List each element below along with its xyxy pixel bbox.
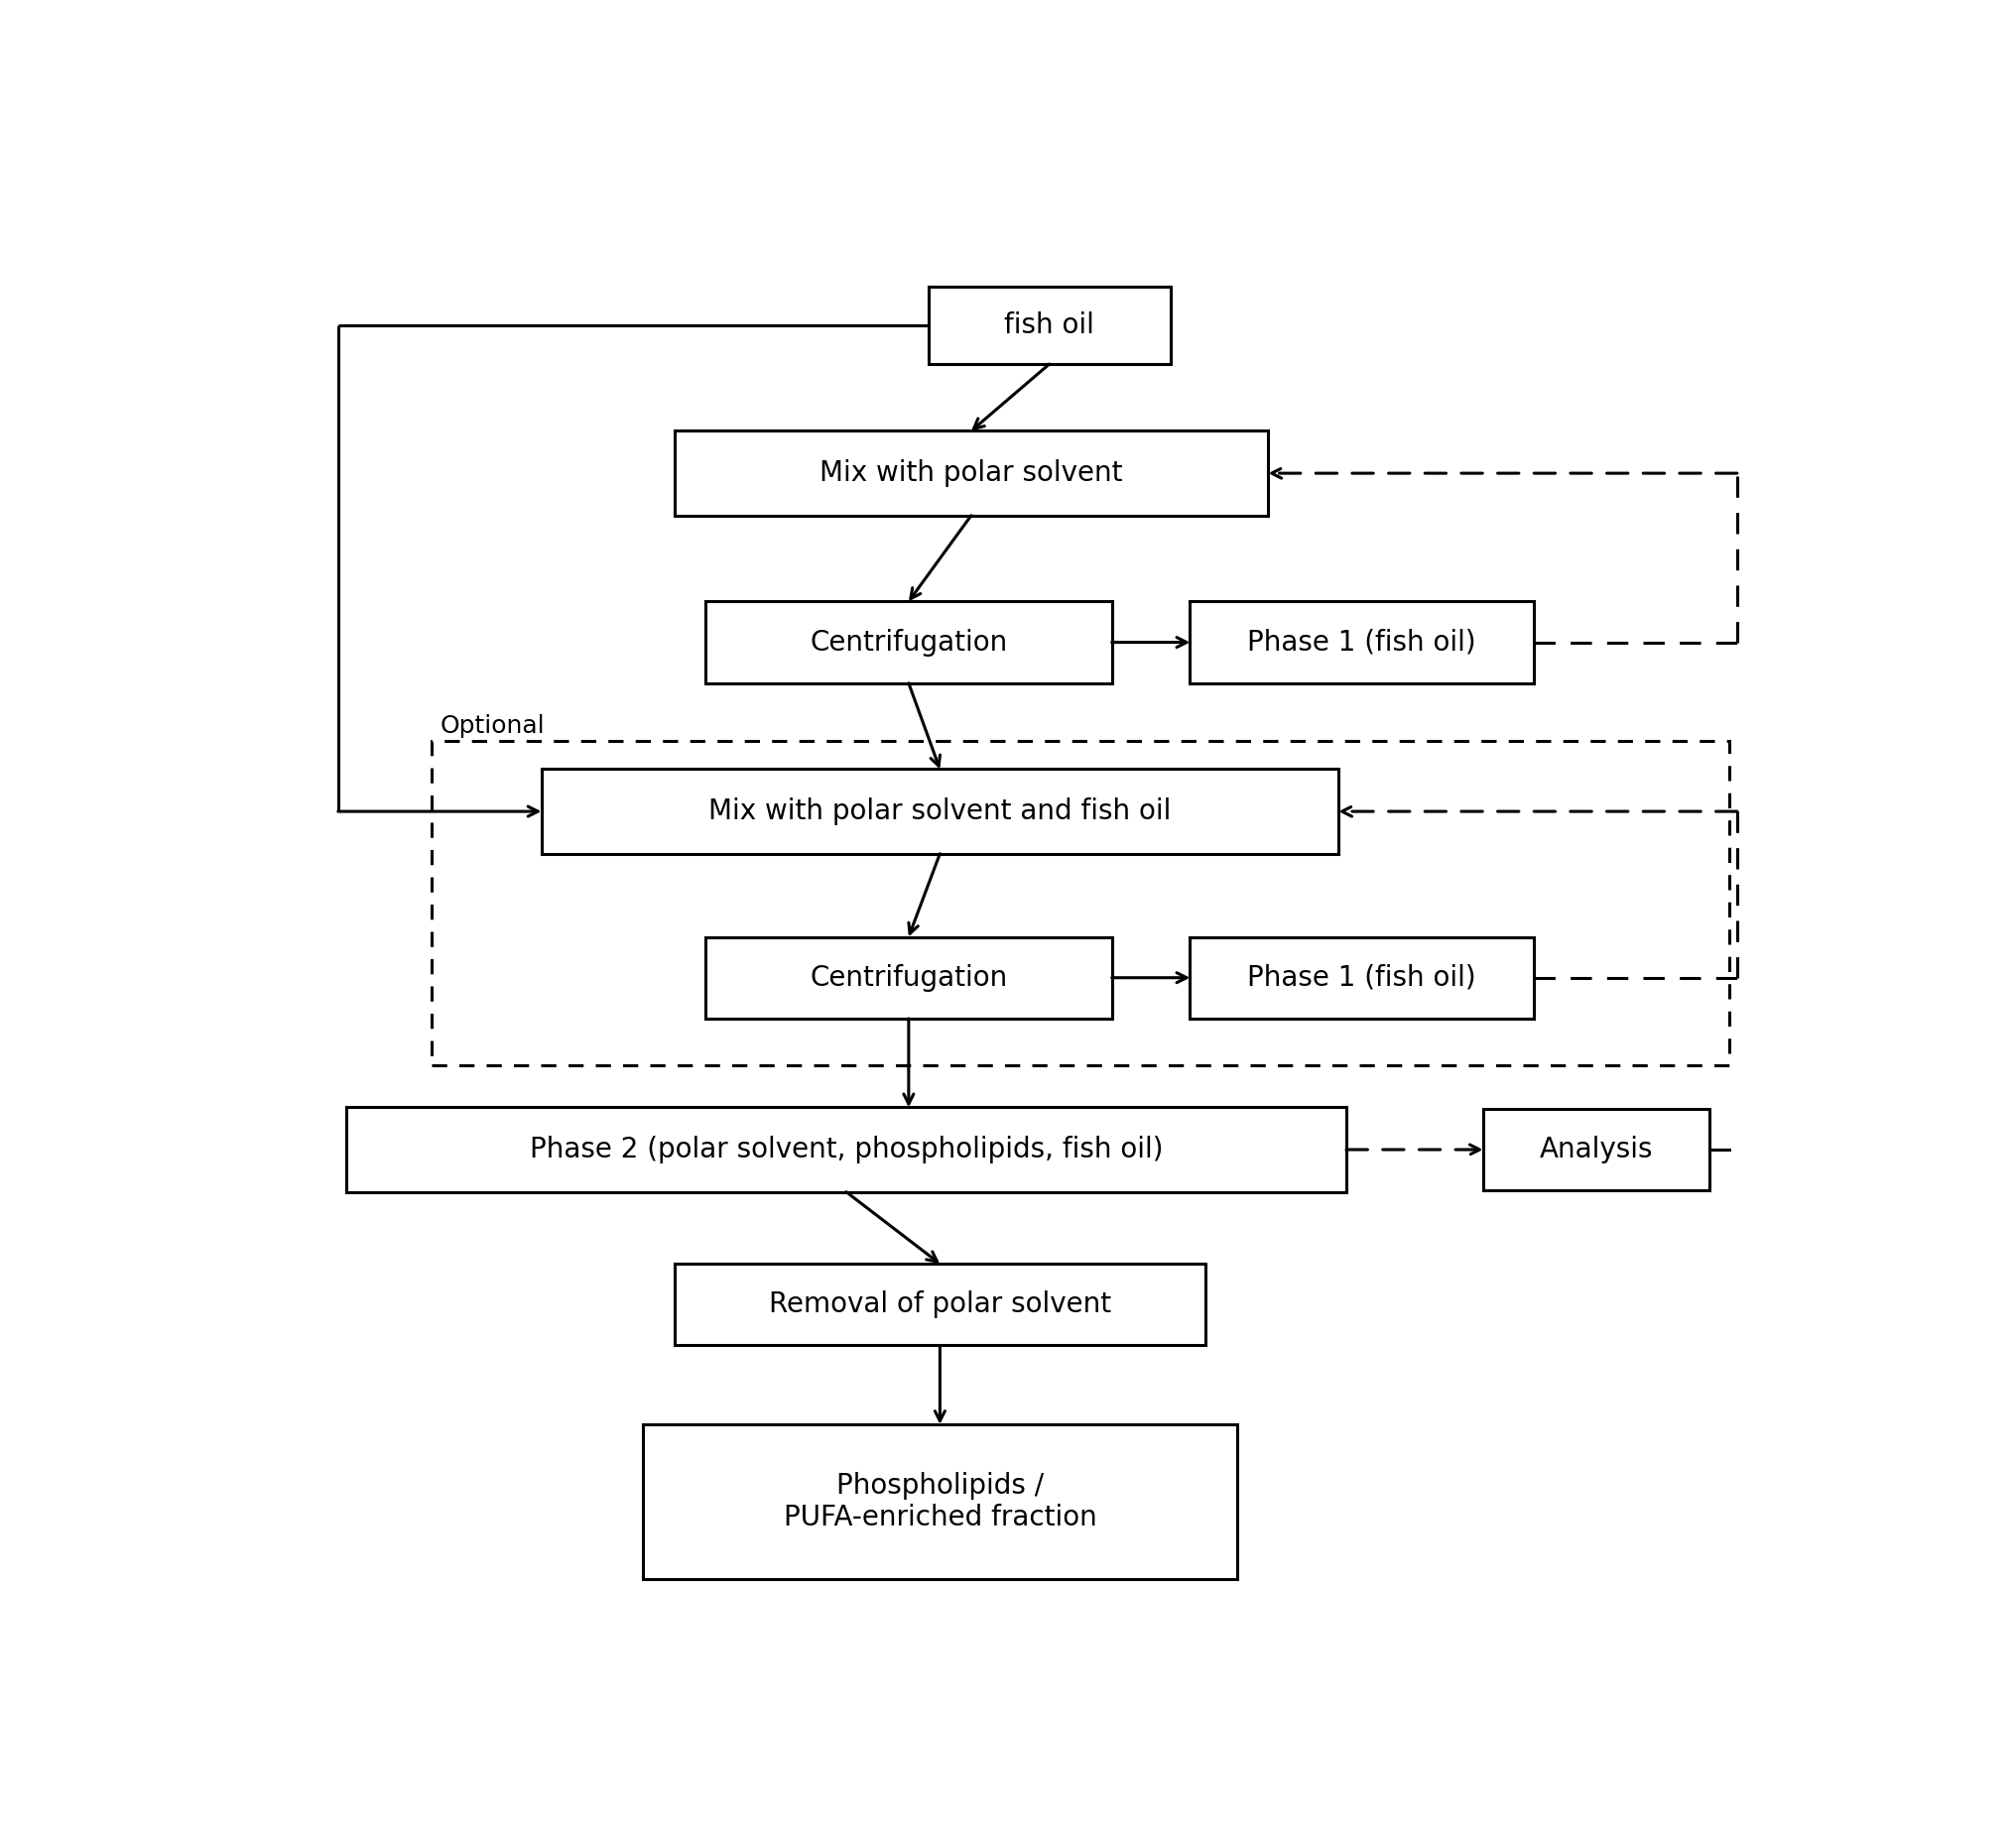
- FancyBboxPatch shape: [1189, 937, 1534, 1019]
- Text: Phase 1 (fish oil): Phase 1 (fish oil): [1248, 964, 1476, 992]
- FancyBboxPatch shape: [347, 1107, 1347, 1191]
- FancyBboxPatch shape: [643, 1424, 1236, 1579]
- Text: Mix with polar solvent and fish oil: Mix with polar solvent and fish oil: [708, 798, 1171, 825]
- FancyBboxPatch shape: [706, 602, 1111, 683]
- FancyBboxPatch shape: [673, 1265, 1206, 1345]
- Text: Removal of polar solvent: Removal of polar solvent: [768, 1290, 1111, 1318]
- FancyBboxPatch shape: [1189, 602, 1534, 683]
- Text: Phase 1 (fish oil): Phase 1 (fish oil): [1248, 628, 1476, 657]
- Text: Phase 2 (polar solvent, phospholipids, fish oil): Phase 2 (polar solvent, phospholipids, f…: [528, 1136, 1163, 1164]
- FancyBboxPatch shape: [673, 432, 1268, 516]
- FancyBboxPatch shape: [706, 937, 1111, 1019]
- Text: Phospholipids /
PUFA-enriched fraction: Phospholipids / PUFA-enriched fraction: [782, 1471, 1097, 1532]
- FancyBboxPatch shape: [540, 769, 1339, 853]
- Text: Optional: Optional: [439, 714, 544, 737]
- FancyBboxPatch shape: [927, 287, 1169, 364]
- Text: Centrifugation: Centrifugation: [808, 964, 1008, 992]
- Text: Centrifugation: Centrifugation: [808, 628, 1008, 657]
- Text: Mix with polar solvent: Mix with polar solvent: [818, 459, 1123, 487]
- FancyBboxPatch shape: [1482, 1109, 1710, 1191]
- Text: fish oil: fish oil: [1004, 311, 1095, 339]
- Text: Analysis: Analysis: [1538, 1136, 1653, 1164]
